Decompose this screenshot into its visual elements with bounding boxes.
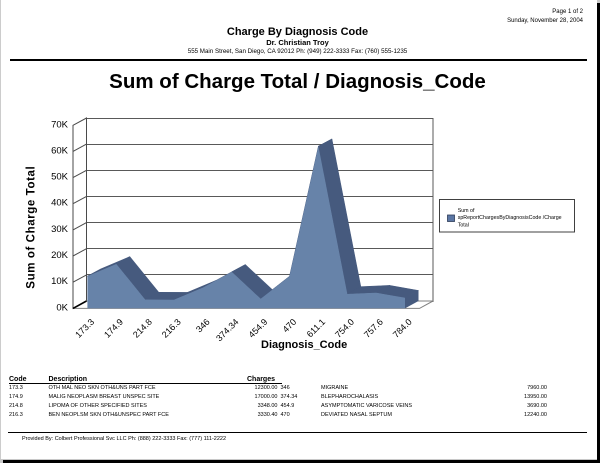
svg-text:60K: 60K: [51, 145, 69, 156]
svg-text:Total: Total: [458, 223, 469, 229]
svg-text:173.3: 173.3: [73, 317, 96, 340]
svg-text:70K: 70K: [51, 119, 69, 130]
svg-text:10K: 10K: [51, 276, 69, 287]
svg-text:214.8: 214.8: [131, 317, 154, 340]
svg-text:470: 470: [281, 317, 299, 335]
svg-text:346: 346: [194, 317, 212, 335]
svg-text:spReportChargesByDiagnosisCode: spReportChargesByDiagnosisCode /Charge: [458, 215, 562, 221]
svg-text:0K: 0K: [56, 302, 68, 313]
svg-text:Sum of: Sum of: [458, 208, 475, 214]
svg-text:611.1: 611.1: [305, 317, 328, 340]
svg-text:216.3: 216.3: [160, 317, 183, 340]
svg-text:757.6: 757.6: [362, 317, 385, 340]
svg-text:374.34: 374.34: [214, 317, 241, 344]
svg-text:174.9: 174.9: [102, 317, 125, 340]
svg-text:Diagnosis_Code: Diagnosis_Code: [261, 339, 347, 351]
svg-text:20K: 20K: [51, 250, 69, 261]
svg-text:Sum of Charge Total: Sum of Charge Total: [26, 166, 38, 289]
svg-text:40K: 40K: [51, 198, 69, 209]
svg-text:454.9: 454.9: [247, 317, 270, 340]
svg-text:784.0: 784.0: [391, 317, 414, 340]
svg-text:30K: 30K: [51, 224, 69, 235]
svg-text:754.0: 754.0: [333, 317, 356, 340]
svg-text:50K: 50K: [51, 172, 69, 183]
